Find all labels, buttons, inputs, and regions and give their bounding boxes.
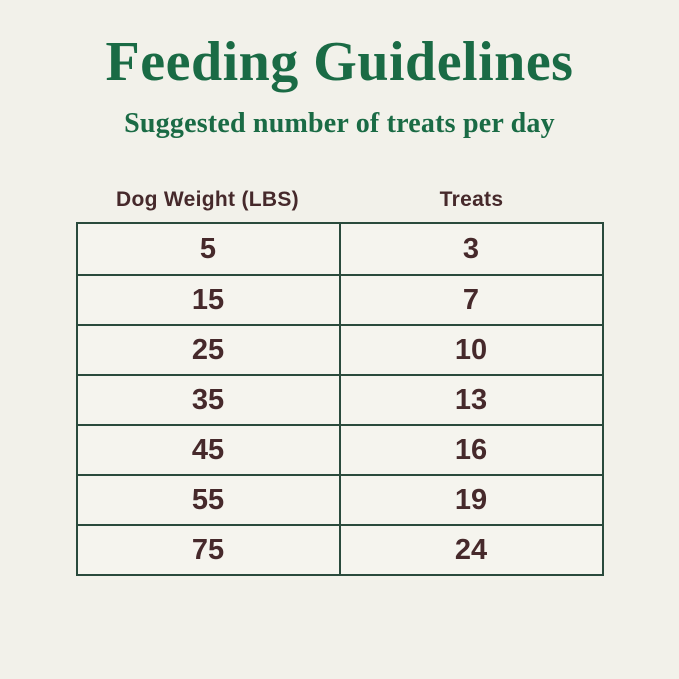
table-column-headers: Dog Weight (LBS) Treats <box>76 188 604 212</box>
treats-cell: 7 <box>462 283 480 316</box>
weight-cell: 55 <box>78 476 341 525</box>
weight-cell: 35 <box>78 376 341 425</box>
treats-cell: 24 <box>454 533 488 566</box>
page-subtitle: Suggested number of treats per day <box>124 108 555 140</box>
page-title: Feeding Guidelines <box>105 31 574 93</box>
weight-cell: 15 <box>78 276 341 325</box>
table-row: 35 13 <box>77 374 602 425</box>
weight-cell: 45 <box>78 426 341 475</box>
weight-cell: 75 <box>78 526 341 575</box>
treats-cell: 19 <box>454 483 488 516</box>
table-row: 75 24 <box>77 524 602 575</box>
treats-cell: 3 <box>462 232 480 265</box>
weight-cell: 25 <box>78 326 341 375</box>
table-row: 15 7 <box>77 274 602 325</box>
table-row: 25 10 <box>77 324 602 375</box>
column-header-dog-weight: Dog Weight (LBS) <box>116 188 299 212</box>
feeding-table: Dog Weight (LBS) Treats 5 3 15 7 25 10 3… <box>75 188 604 577</box>
treats-cell: 13 <box>454 383 488 416</box>
table-grid: 5 3 15 7 25 10 35 13 45 16 55 19 <box>75 222 604 577</box>
table-row: 5 3 <box>78 224 602 275</box>
treats-cell: 16 <box>454 433 488 466</box>
treats-cell: 10 <box>454 333 488 366</box>
table-row: 45 16 <box>77 424 602 475</box>
table-row: 55 19 <box>77 474 602 525</box>
column-header-treats: Treats <box>439 188 504 212</box>
weight-cell: 5 <box>78 224 341 275</box>
